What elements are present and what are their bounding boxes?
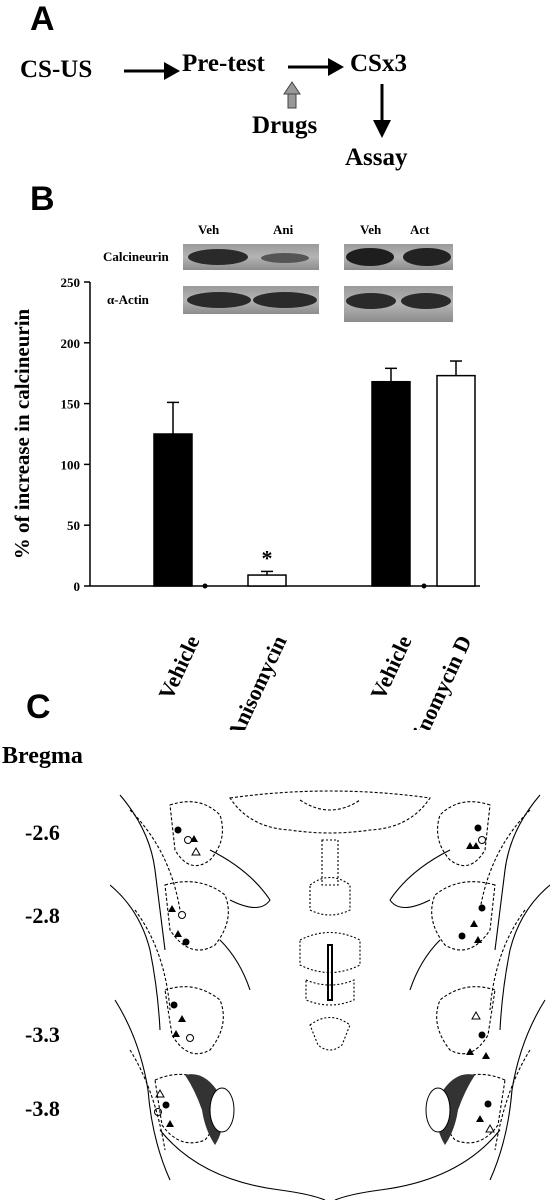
flow-step-cs-us: CS-US [20,56,93,83]
arrow-cs-us-to-pretest [124,62,180,80]
y-axis-label: % of increase in calcineurin [10,308,34,559]
y-tick-label: 200 [61,336,81,351]
category-label-2: Vehicle [365,631,416,703]
y-tick-label: 100 [61,457,81,472]
bar-0 [153,433,193,587]
flow-step-csx3: CSx3 [350,50,407,77]
arrow-csx3-to-assay [373,84,391,138]
atlas-right-section-3 [436,986,496,1055]
atlas-left-dark-tract [185,1074,224,1145]
atlas-left-section-1 [169,801,223,867]
category-label-1: Anisomycin [222,632,292,730]
drugs-arrow [283,81,301,109]
y-tick-label: 0 [74,579,81,594]
bar-3 [436,374,476,587]
bregma-level-2-6: -2.6 [25,820,60,845]
baseline-dot-1 [202,583,208,589]
bar-2 [371,380,411,587]
lane-label-veh-1: Veh [198,222,220,237]
y-tick-label: 50 [67,518,80,533]
bar-1 [247,574,287,587]
blot-actin-left [183,286,319,314]
bar-chart: 0 50 100 150 200 250 % of increase in calcineu… [10,275,480,730]
atlas-right-dark-tract [436,1074,475,1145]
panel-b-letter: B [30,180,55,218]
panel-a-letter: A [30,0,55,38]
lane-label-veh-2: Veh [360,222,382,237]
blot-row-calcineurin: Calcineurin [103,249,169,264]
blot-calcineurin-right [344,244,453,270]
panel-c-letter: C [26,688,51,726]
significance-asterisk: * [262,545,273,570]
y-tick-label: 150 [61,397,81,412]
bregma-level-2-8: -2.8 [25,903,60,928]
lane-label-ani: Ani [273,222,294,237]
flow-arrows [124,58,391,138]
blot-row-actin: α-Actin [107,292,149,307]
assay-label: Assay [345,144,408,171]
brain-atlas-sections [110,790,550,1200]
blot-calcineurin-left [183,244,319,270]
atlas-midline-3 [309,1016,351,1051]
atlas-central-top [229,790,431,834]
placement-markers [154,824,495,1133]
lane-label-act: Act [410,222,430,237]
atlas-midline-2 [299,932,361,973]
baseline-dot-2 [421,583,427,589]
category-label-0: Vehicle [153,631,204,703]
y-tick-label: 250 [61,275,81,290]
bregma-level-3-3: -3.3 [25,1022,60,1047]
flow-step-pre-test: Pre-test [182,50,265,77]
drugs-label: Drugs [252,112,318,139]
atlas-left-section-2 [164,881,229,951]
bregma-level-3-8: -3.8 [25,1096,60,1121]
atlas-right-section-1 [437,801,491,867]
atlas-right-section-2 [431,881,496,951]
blot-actin-right [344,286,453,322]
arrow-pretest-to-csx3 [288,58,344,76]
western-blots [183,244,453,322]
atlas-left-section-3 [164,986,224,1055]
atlas-midline-1 [321,839,339,886]
bregma-label: Bregma [2,743,83,769]
